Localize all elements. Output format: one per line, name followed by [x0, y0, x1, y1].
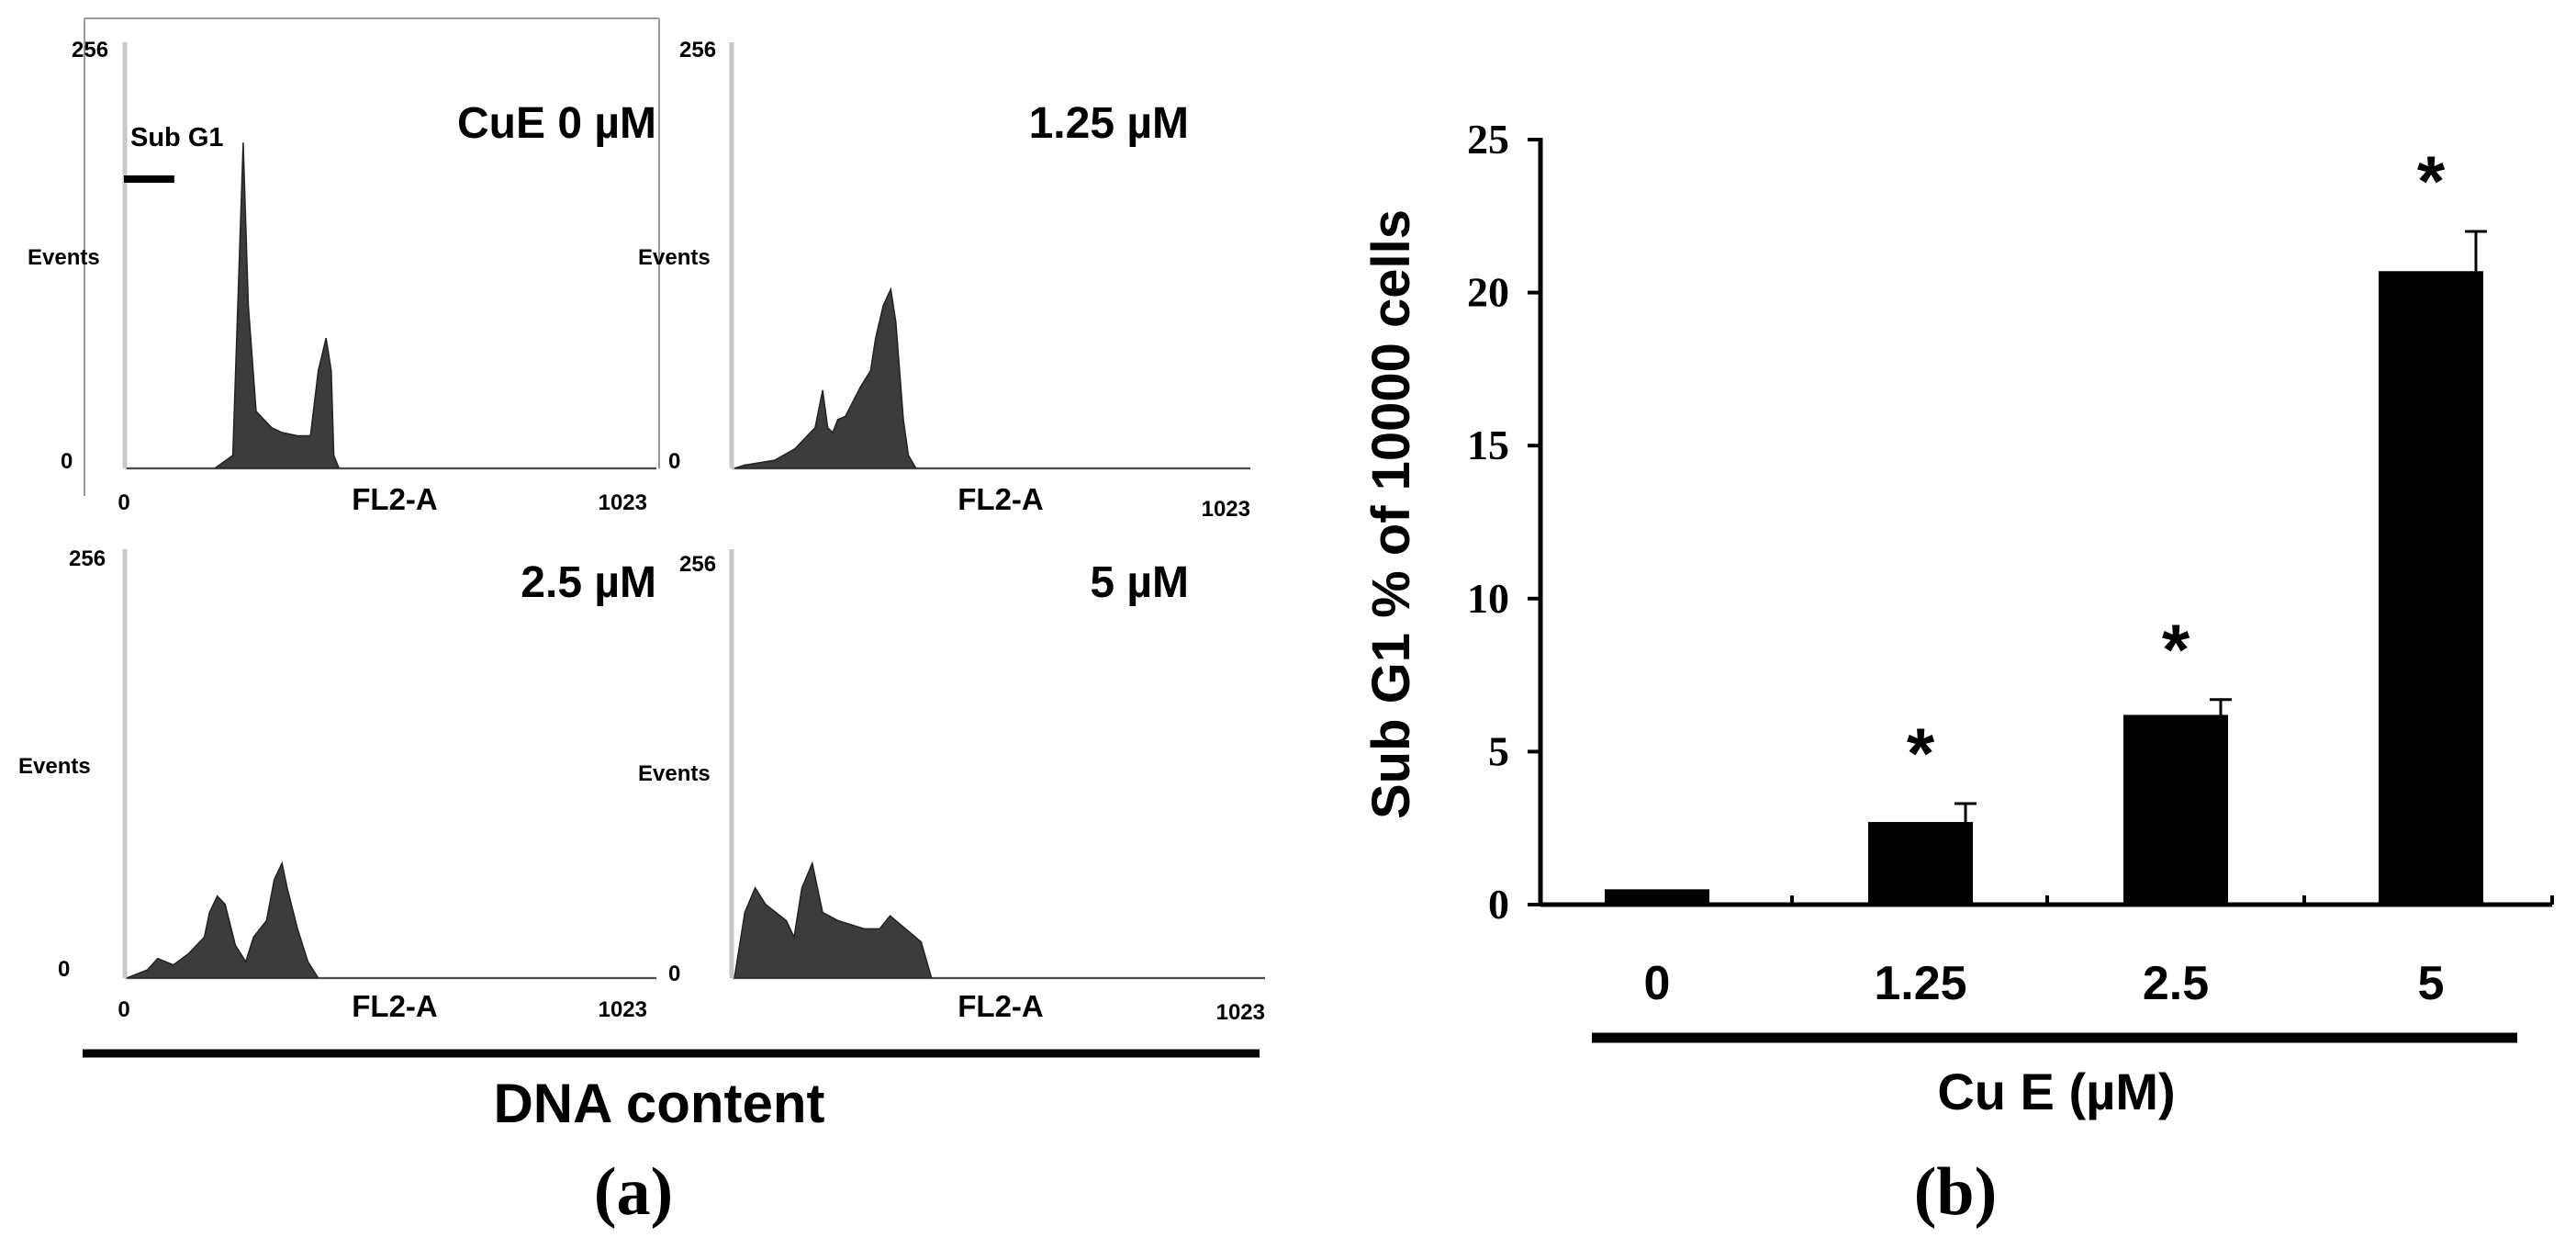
- histogram-1: 256 0 Events FL2-A 0 1023 CuE 0 µM Sub G1: [28, 17, 660, 516]
- x-axis-label: FL2-A: [352, 482, 438, 516]
- bar-1.25: [1868, 822, 1973, 905]
- y-axis-title: Sub G1 % of 10000 cells: [1361, 209, 1421, 819]
- x-min-label: 0: [118, 490, 129, 515]
- y-axis-label: Events: [18, 754, 91, 779]
- panel-a: 256 0 Events FL2-A 0 1023 CuE 0 µM Sub G1 256 0 Ev…: [18, 17, 1265, 1230]
- y-max-label: 256: [69, 546, 106, 571]
- x-axis-title: Cu E (µM): [1937, 1063, 2175, 1120]
- x-axis-label: FL2-A: [352, 989, 438, 1023]
- x-tick-label: 5: [2418, 957, 2445, 1010]
- x-axis-label: FL2-A: [958, 989, 1044, 1023]
- x-tick-label: 0: [1644, 957, 1671, 1010]
- bar-2.5: [2123, 715, 2228, 905]
- histogram-area: [126, 861, 656, 979]
- histogram-area: [127, 142, 656, 469]
- y-tick-label: 25: [1467, 116, 1509, 163]
- y-tick-label: 0: [1488, 881, 1509, 928]
- histogram-area: [734, 287, 1250, 469]
- panel-b-label: (b): [1914, 1154, 1997, 1230]
- y-axis-label: Events: [638, 761, 711, 786]
- panel-b: 0 5 10 15 20 25 0 * 1.25 * 2.5 * 5 Cu E (µM) Sub G1 % …: [1361, 116, 2554, 1230]
- histogram-4: 256 0 Events FL2-A 1023 5 µM: [638, 549, 1265, 1025]
- condition-label: CuE 0 µM: [457, 99, 656, 148]
- y-max-label: 256: [679, 38, 716, 62]
- x-min-label: 0: [118, 997, 129, 1022]
- y-tick-label: 20: [1467, 269, 1509, 316]
- histogram-2: 256 0 Events FL2-A 1023 1.25 µM: [638, 38, 1250, 522]
- y-tick-label: 5: [1488, 727, 1509, 774]
- x-max-label: 1023: [1216, 1000, 1265, 1025]
- x-tick-label: 2.5: [2143, 957, 2209, 1010]
- y-min-label: 0: [668, 962, 680, 986]
- y-max-label: 256: [679, 552, 716, 577]
- bar-0: [1605, 889, 1709, 905]
- significance-star: *: [2417, 141, 2446, 221]
- condition-label: 5 µM: [1090, 558, 1189, 607]
- histogram-3: 256 0 Events FL2-A 0 1023 2.5 µM: [18, 546, 656, 1023]
- significance-star: *: [1907, 713, 1935, 793]
- y-axis-label: Events: [28, 245, 100, 270]
- x-max-label: 1023: [599, 490, 647, 515]
- y-axis-label: Events: [638, 245, 711, 270]
- y-min-label: 0: [61, 449, 73, 474]
- significance-star: *: [2162, 609, 2190, 690]
- x-max-label: 1023: [1202, 497, 1250, 522]
- y-min-label: 0: [58, 957, 70, 982]
- y-tick-label: 10: [1467, 575, 1509, 622]
- x-tick-label: 1.25: [1874, 957, 1966, 1010]
- y-min-label: 0: [668, 449, 680, 474]
- histogram-area: [734, 861, 1265, 979]
- x-axis-label: FL2-A: [958, 482, 1044, 516]
- panel-a-label: (a): [594, 1154, 673, 1230]
- condition-label: 2.5 µM: [521, 558, 656, 607]
- bar-5: [2379, 271, 2483, 905]
- dna-content-title: DNA content: [493, 1073, 824, 1134]
- y-max-label: 256: [72, 38, 108, 62]
- x-max-label: 1023: [599, 997, 647, 1022]
- y-tick-label: 15: [1467, 422, 1509, 468]
- condition-label: 1.25 µM: [1029, 99, 1189, 148]
- sub-g1-gate-label: Sub G1: [130, 123, 224, 152]
